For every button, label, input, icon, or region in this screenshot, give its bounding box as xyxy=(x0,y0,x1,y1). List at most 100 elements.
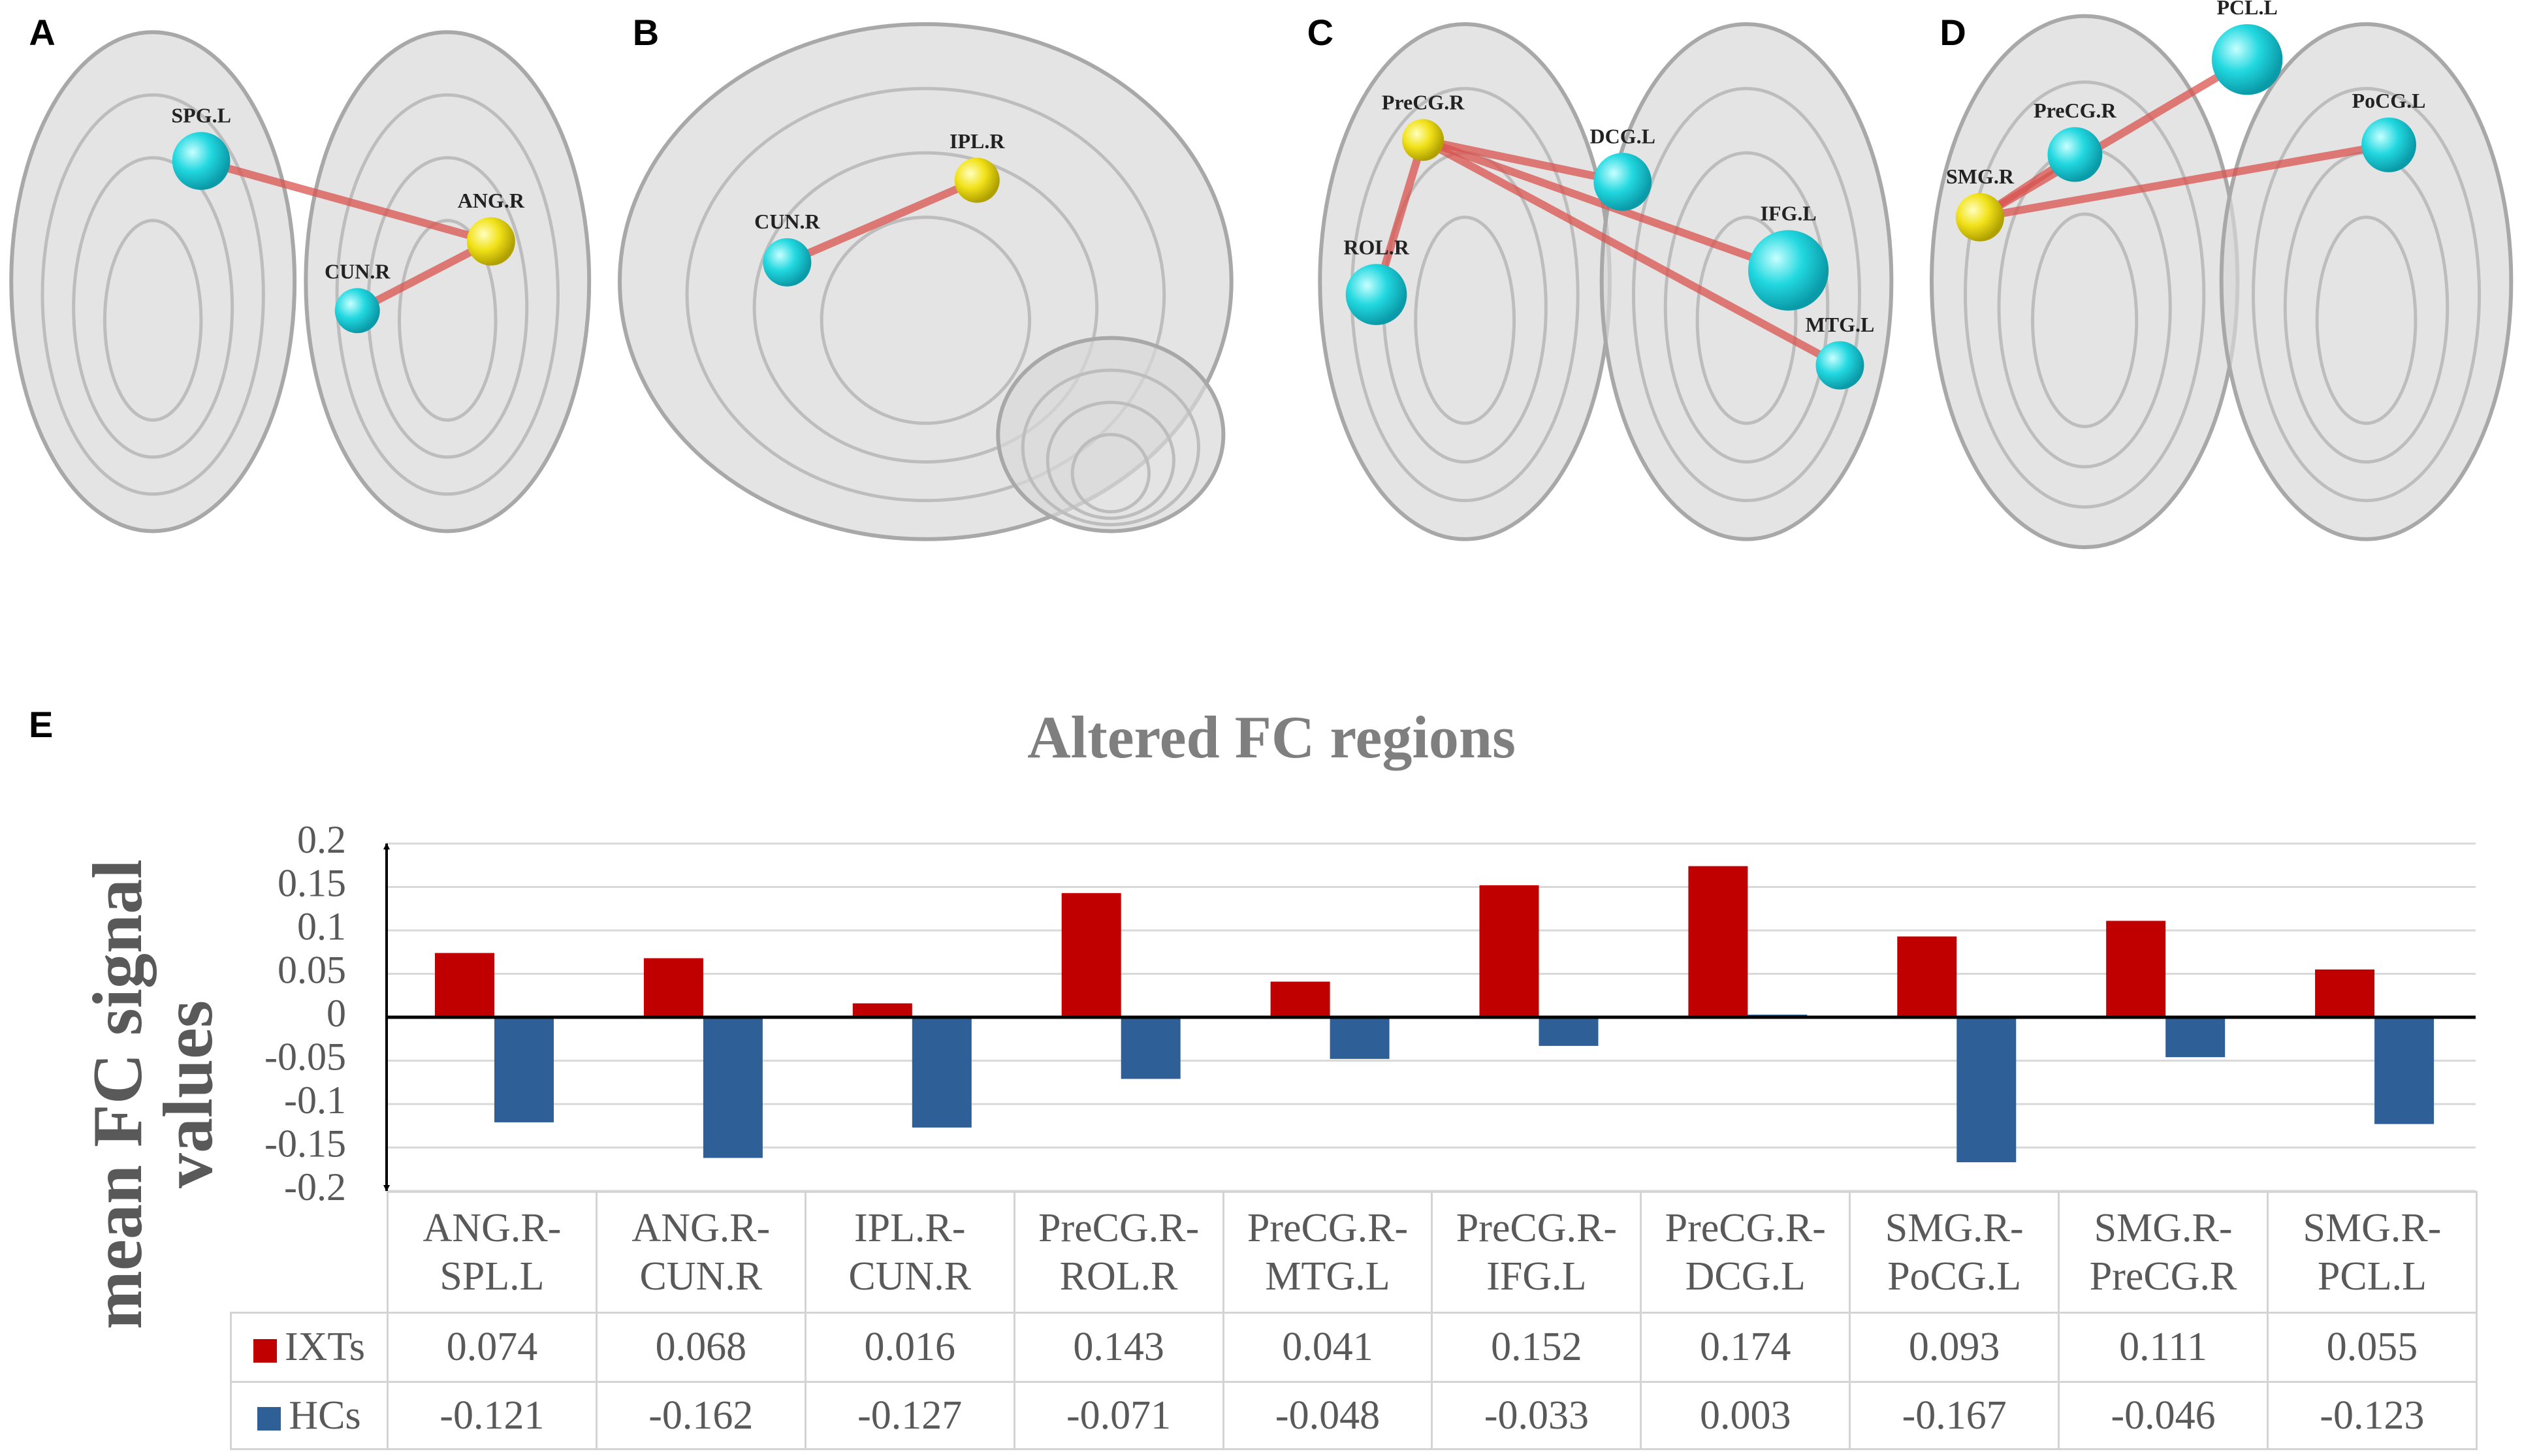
value-cell: -0.121 xyxy=(387,1381,598,1450)
brain-fold xyxy=(1414,215,1516,425)
y-tick-label: 0.05 xyxy=(278,948,346,991)
brain-node xyxy=(172,132,231,190)
panel-label: A xyxy=(29,12,55,53)
x-tick-label: PreCG.R-DCG.L xyxy=(1665,1205,1826,1299)
brain-fold xyxy=(103,219,203,422)
value-cell: 0.068 xyxy=(595,1312,806,1383)
category-cell: PreCG.R-MTG.L xyxy=(1222,1191,1433,1314)
category-cell: SMG.R-PreCG.R xyxy=(2058,1191,2269,1314)
value-cell: 0.041 xyxy=(1222,1312,1433,1383)
value-cell: -0.033 xyxy=(1431,1381,1642,1450)
node-label: IPL.R xyxy=(950,129,1005,153)
brain-image xyxy=(9,30,592,533)
brain-fold xyxy=(820,215,1032,425)
brain-fold xyxy=(1021,368,1200,527)
x-tick-label: ANG.R-SPL.L xyxy=(423,1205,562,1299)
bar xyxy=(703,1017,763,1158)
connection xyxy=(1977,56,2250,221)
bar xyxy=(852,1003,912,1017)
connection xyxy=(786,176,979,266)
node-label: PoCG.L xyxy=(2352,89,2426,112)
category-cell: ANG.R-SPL.L xyxy=(387,1191,598,1314)
legend-cell: HCs xyxy=(230,1381,389,1450)
chart-title: Altered FC regions xyxy=(1027,704,1516,770)
bar xyxy=(435,953,494,1017)
connection xyxy=(1421,136,1842,369)
x-tick-label: PreCG.R-MTG.L xyxy=(1247,1205,1409,1299)
brain-hemisphere xyxy=(304,30,592,533)
bar xyxy=(1688,866,1748,1017)
node-label: SPG.L xyxy=(171,103,231,127)
brain-node xyxy=(1593,153,1652,211)
category-cell: PreCG.R-ROL.R xyxy=(1013,1191,1224,1314)
brain-image xyxy=(1930,14,2514,550)
x-tick-label: ANG.R-CUN.R xyxy=(631,1205,771,1299)
bar xyxy=(2165,1017,2226,1058)
brain-fold xyxy=(1631,87,1862,503)
corner-cell xyxy=(231,1192,388,1313)
node-label: ANG.R xyxy=(458,189,525,212)
category-cell: ANG.R-CUN.R xyxy=(595,1191,806,1314)
y-tick-label: -0.2 xyxy=(284,1165,346,1209)
connection xyxy=(1979,140,2390,221)
legend-cell: IXTs xyxy=(230,1312,389,1383)
brain-fold xyxy=(72,156,234,459)
bar xyxy=(2315,969,2375,1017)
brain-fold xyxy=(40,93,265,496)
y-tick-label: 0.2 xyxy=(297,818,346,861)
value-cell: 0.174 xyxy=(1640,1312,1851,1383)
value-cell: -0.048 xyxy=(1222,1381,1433,1450)
brain-node xyxy=(334,288,380,334)
bar xyxy=(1897,936,1957,1017)
value-cell: -0.162 xyxy=(595,1381,806,1450)
series-row: HCs -0.121 -0.162 -0.127 -0.071 -0.048 -0.033 0… xyxy=(230,1381,2478,1450)
y-axis-label: mean FC signal values xyxy=(79,859,227,1330)
value-cell: 0.143 xyxy=(1013,1312,1224,1383)
brain-node xyxy=(2211,24,2283,95)
bar xyxy=(1270,981,1330,1017)
brain-node xyxy=(2361,117,2416,172)
node-label: MTG.L xyxy=(1806,313,1875,336)
bar xyxy=(912,1017,972,1128)
node-label: SMG.R xyxy=(1946,165,2015,188)
value-cell: -0.127 xyxy=(804,1381,1015,1450)
node-label: IFG.L xyxy=(1760,202,1816,225)
value-cell: 0.111 xyxy=(2058,1312,2269,1383)
node-label: CUN.R xyxy=(325,259,391,283)
y-tick-label: -0.05 xyxy=(264,1035,346,1078)
y-tick-label: 0.1 xyxy=(297,905,346,948)
brain-node xyxy=(1748,230,1829,311)
bar xyxy=(2374,1017,2434,1124)
value-cell: -0.167 xyxy=(1849,1381,2060,1450)
node-label: PreCG.R xyxy=(1382,91,1465,114)
value-cell: 0.152 xyxy=(1431,1312,1642,1383)
legend-swatch xyxy=(257,1407,281,1431)
x-tick-label: IPL.R-CUN.R xyxy=(848,1205,972,1299)
y-tick-label: 0 xyxy=(327,992,346,1035)
x-tick-label: SMG.R-PoCG.L xyxy=(1885,1205,2024,1299)
brain-node xyxy=(954,157,1000,203)
node-label: PCL.L xyxy=(2216,0,2277,19)
bar xyxy=(1539,1017,1599,1046)
bar xyxy=(1061,893,1121,1017)
brain-node xyxy=(1345,264,1407,325)
brain-fold xyxy=(2315,215,2418,425)
brain-hemisphere xyxy=(1599,22,1894,541)
node-label: PreCG.R xyxy=(2034,99,2116,122)
brain-fold xyxy=(1695,215,1798,425)
bar xyxy=(494,1017,554,1122)
value-cell: -0.123 xyxy=(2267,1381,2478,1450)
legend-swatch xyxy=(253,1338,277,1363)
category-cell: SMG.R-PoCG.L xyxy=(1849,1191,2060,1314)
brain-node xyxy=(763,238,812,287)
brain-hemisphere xyxy=(2219,22,2514,541)
brain-fold xyxy=(2252,87,2482,503)
bar xyxy=(1121,1017,1181,1079)
brain-node xyxy=(1402,119,1445,161)
value-cell: 0.003 xyxy=(1640,1381,1851,1450)
panel-label: C xyxy=(1307,12,1333,53)
brain-fold xyxy=(1663,151,1830,464)
category-cell: PreCG.R-DCG.L xyxy=(1640,1191,1851,1314)
